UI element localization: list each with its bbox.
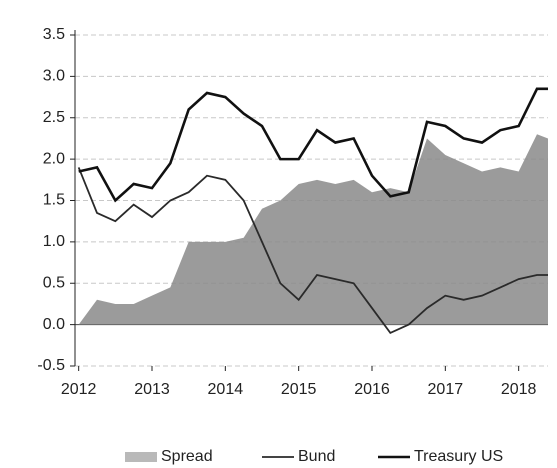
- line: [77, 167, 548, 335]
- legend-swatch: [125, 452, 157, 462]
- x-tick-label: 2017: [428, 381, 464, 398]
- x-tick-label: 2015: [281, 381, 317, 398]
- x-tick-label: 2013: [134, 381, 170, 398]
- y-tick-label: 2.5: [43, 109, 65, 126]
- x-tick-label: 2014: [208, 381, 244, 398]
- y-tick-label: 3.5: [43, 26, 65, 43]
- y-tick-label: 2.0: [43, 150, 65, 167]
- y-tick-label: 1.0: [43, 233, 65, 250]
- x-tick-label: 2012: [61, 381, 97, 398]
- legend-label: Spread: [161, 448, 213, 465]
- spread-area: [78, 134, 549, 325]
- y-tick-label: 0.5: [43, 274, 65, 291]
- x-tick-label: 2016: [354, 381, 390, 398]
- y-tick-label: -0.5: [37, 357, 65, 374]
- legend-label: Bund: [298, 448, 335, 465]
- x-tick-label: 2018: [501, 381, 537, 398]
- line: [78, 87, 548, 203]
- y-tick-label: 3.0: [43, 68, 65, 85]
- y-tick-label: 0.0: [43, 316, 65, 333]
- legend-label: Treasury US: [414, 448, 503, 465]
- y-tick-label: 1.5: [43, 192, 65, 209]
